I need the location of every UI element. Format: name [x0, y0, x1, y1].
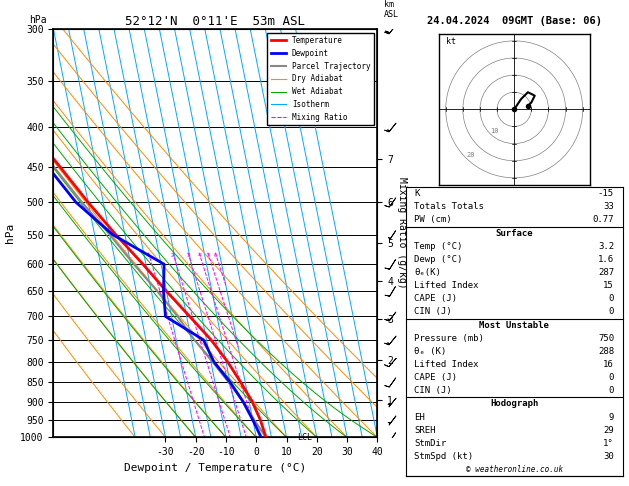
Text: CAPE (J): CAPE (J)	[415, 295, 457, 303]
Text: 0: 0	[609, 295, 614, 303]
Title: 52°12'N  0°11'E  53m ASL: 52°12'N 0°11'E 53m ASL	[125, 15, 306, 28]
Text: 750: 750	[598, 334, 614, 343]
Text: 30: 30	[603, 452, 614, 461]
Text: Surface: Surface	[496, 228, 533, 238]
Text: θₑ(K): θₑ(K)	[415, 268, 442, 277]
Text: Totals Totals: Totals Totals	[415, 202, 484, 211]
Text: Temp (°C): Temp (°C)	[415, 242, 463, 251]
Text: 0: 0	[609, 373, 614, 382]
Text: 0.77: 0.77	[593, 215, 614, 225]
Text: 16: 16	[603, 360, 614, 369]
Text: Lifted Index: Lifted Index	[415, 281, 479, 290]
Text: 20: 20	[466, 152, 475, 158]
Text: 287: 287	[598, 268, 614, 277]
Text: 15: 15	[603, 281, 614, 290]
Text: -15: -15	[598, 189, 614, 198]
Text: 0: 0	[609, 308, 614, 316]
Text: 1°: 1°	[603, 439, 614, 448]
Text: 9: 9	[609, 413, 614, 422]
Y-axis label: Mixing Ratio (g/kg): Mixing Ratio (g/kg)	[397, 177, 407, 289]
Text: EH: EH	[415, 413, 425, 422]
Text: 1: 1	[147, 253, 150, 258]
Text: CIN (J): CIN (J)	[415, 386, 452, 395]
Text: StmDir: StmDir	[415, 439, 447, 448]
Text: 4: 4	[198, 253, 201, 258]
Text: 288: 288	[598, 347, 614, 356]
Text: 10: 10	[490, 128, 499, 134]
Text: 1.6: 1.6	[598, 255, 614, 264]
Text: Dewp (°C): Dewp (°C)	[415, 255, 463, 264]
Text: 5: 5	[206, 253, 209, 258]
Text: 3: 3	[186, 253, 190, 258]
Text: 29: 29	[603, 426, 614, 435]
Text: CIN (J): CIN (J)	[415, 308, 452, 316]
Text: PW (cm): PW (cm)	[415, 215, 452, 225]
Text: 6: 6	[213, 253, 217, 258]
Text: LCL: LCL	[297, 433, 312, 442]
Text: hPa: hPa	[29, 15, 47, 25]
Text: Hodograph: Hodograph	[490, 399, 538, 409]
Text: Most Unstable: Most Unstable	[479, 321, 549, 330]
Text: 2: 2	[171, 253, 175, 258]
Text: SREH: SREH	[415, 426, 436, 435]
Text: 33: 33	[603, 202, 614, 211]
Legend: Temperature, Dewpoint, Parcel Trajectory, Dry Adiabat, Wet Adiabat, Isotherm, Mi: Temperature, Dewpoint, Parcel Trajectory…	[267, 33, 374, 125]
Text: 3.2: 3.2	[598, 242, 614, 251]
Text: 0: 0	[609, 386, 614, 395]
Text: CAPE (J): CAPE (J)	[415, 373, 457, 382]
Y-axis label: hPa: hPa	[4, 223, 14, 243]
Text: kt: kt	[446, 37, 456, 46]
Text: © weatheronline.co.uk: © weatheronline.co.uk	[465, 465, 563, 474]
Text: StmSpd (kt): StmSpd (kt)	[415, 452, 474, 461]
X-axis label: Dewpoint / Temperature (°C): Dewpoint / Temperature (°C)	[125, 463, 306, 473]
Text: θₑ (K): θₑ (K)	[415, 347, 447, 356]
Text: Pressure (mb): Pressure (mb)	[415, 334, 484, 343]
Text: Lifted Index: Lifted Index	[415, 360, 479, 369]
Text: 24.04.2024  09GMT (Base: 06): 24.04.2024 09GMT (Base: 06)	[426, 16, 602, 26]
Text: km
ASL: km ASL	[384, 0, 399, 19]
Text: K: K	[415, 189, 420, 198]
